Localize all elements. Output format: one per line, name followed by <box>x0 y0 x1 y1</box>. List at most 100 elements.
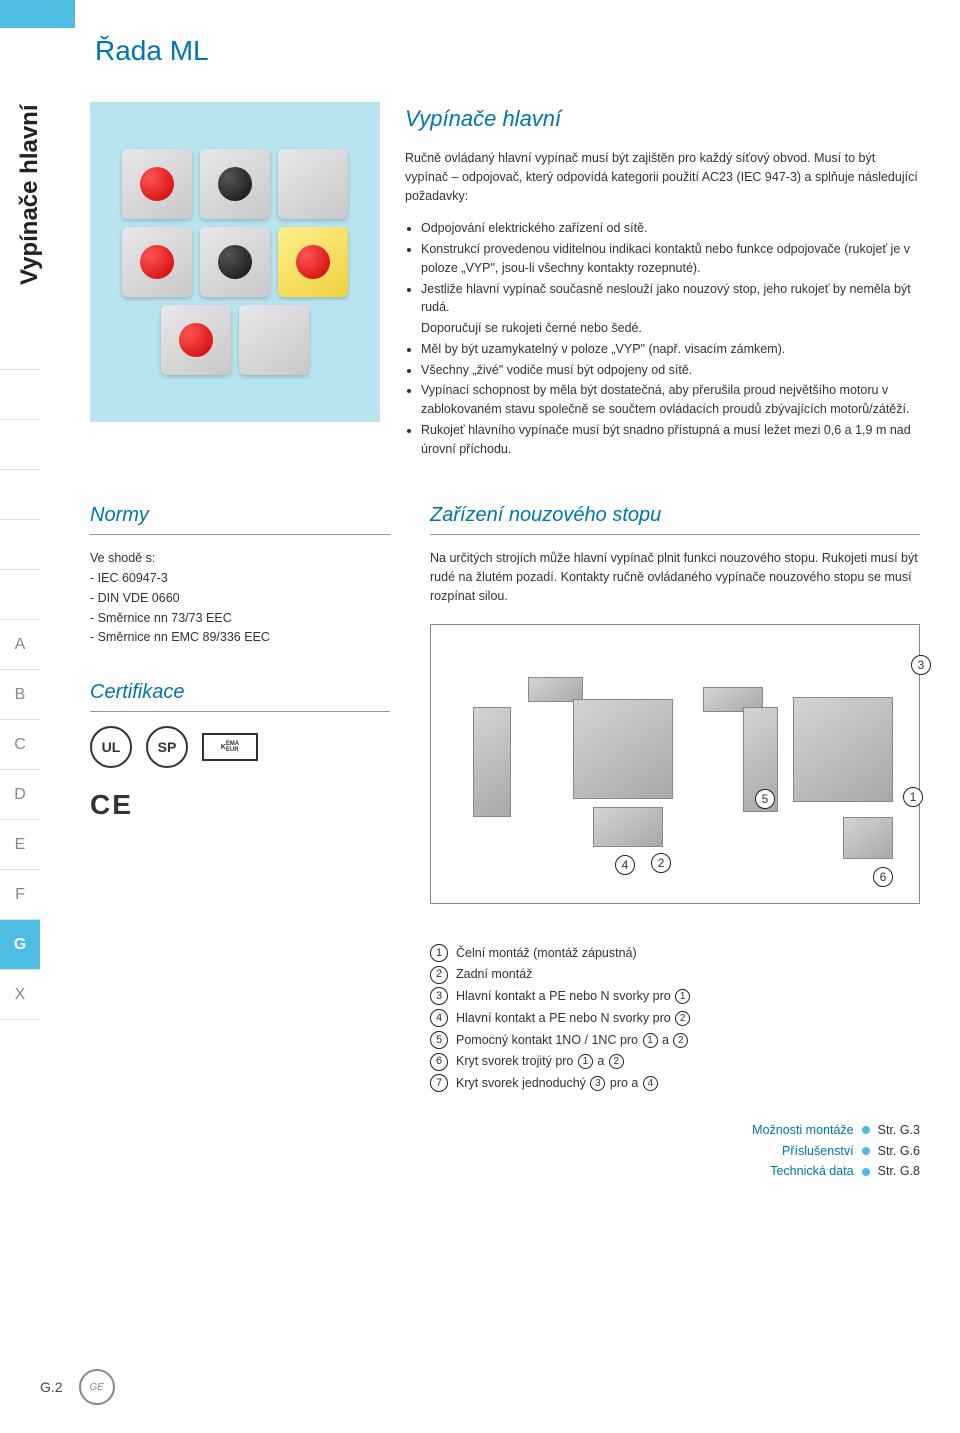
legend-number-icon: 7 <box>430 1074 448 1092</box>
legend-item: 6Kryt svorek trojitý pro 1 a 2 <box>430 1052 920 1071</box>
diagram-callout-6: 6 <box>873 867 893 887</box>
ref-label: Technická data <box>770 1162 853 1181</box>
sidebar-tab-x[interactable]: X <box>0 970 40 1020</box>
compliance-item: - Směrnice nn EMC 89/336 EEC <box>90 628 390 647</box>
diagram-assembly <box>793 697 893 802</box>
sidebar-tab-e[interactable]: E <box>0 820 40 870</box>
diagram-callout-4: 4 <box>615 855 635 875</box>
legend-number-icon: 4 <box>430 1009 448 1027</box>
switch-illustration <box>239 305 309 375</box>
legend-item: 3 Hlavní kontakt a PE nebo N svorky pro 1 <box>430 987 920 1006</box>
certifikace-heading: Certifikace <box>90 677 390 712</box>
diagram-assembly <box>573 699 673 799</box>
inline-ref-icon: 2 <box>673 1033 688 1048</box>
cert-row-2: CE <box>90 784 390 826</box>
cert-row-1: UL SP KEMAEUR <box>90 726 390 768</box>
page: Vypínače hlavní ABCDEFGX Řada ML Vypínač… <box>0 0 960 1433</box>
hero-bullet: Konstrukcí provedenou viditelnou indikac… <box>421 240 920 278</box>
page-ref-row: Možnosti montáže Str. G.3 <box>430 1121 920 1140</box>
page-ref-row: Technická dataStr. G.8 <box>430 1162 920 1181</box>
legend-text: Hlavní kontakt a PE nebo N svorky pro 2 <box>456 1009 691 1028</box>
legend-text: Kryt svorek jednoduchý 3 pro a 4 <box>456 1074 659 1093</box>
ref-label: Možnosti montáže <box>752 1121 853 1140</box>
sidebar-tab-blank <box>0 470 40 520</box>
bullet-dot-icon <box>862 1126 870 1134</box>
compliance-intro: Ve shodě s: <box>90 549 390 568</box>
legend-item: 4 Hlavní kontakt a PE nebo N svorky pro 2 <box>430 1009 920 1028</box>
legend-text: Zadní montáž <box>456 965 532 984</box>
switch-illustration <box>278 227 348 297</box>
legend-item: 7 Kryt svorek jednoduchý 3 pro a 4 <box>430 1074 920 1093</box>
switch-illustration <box>122 149 192 219</box>
hero-bullet-list: Odpojování elektrického zařízení od sítě… <box>405 219 920 458</box>
sidebar-tab-f[interactable]: F <box>0 870 40 920</box>
switch-illustration <box>278 149 348 219</box>
inline-ref-icon: 2 <box>609 1054 624 1069</box>
hero-heading: Vypínače hlavní <box>405 102 920 135</box>
inline-ref-icon: 2 <box>675 1011 690 1026</box>
compliance-item: - DIN VDE 0660 <box>90 589 390 608</box>
sidebar-tab-c[interactable]: C <box>0 720 40 770</box>
product-photo <box>90 102 380 422</box>
sidebar-tab-d[interactable]: D <box>0 770 40 820</box>
inline-ref-icon: 1 <box>578 1054 593 1069</box>
bullet-dot-icon <box>862 1168 870 1176</box>
switch-illustration <box>122 227 192 297</box>
ge-logo-icon: GE <box>79 1369 115 1405</box>
compliance-list: Ve shodě s: - IEC 60947-3- DIN VDE 0660-… <box>90 549 390 647</box>
sidebar-tab-blank <box>0 570 40 620</box>
series-title: Řada ML <box>95 30 920 72</box>
hero-bullet: Odpojování elektrického zařízení od sítě… <box>421 219 920 238</box>
legend-text: Pomocný kontakt 1NO / 1NC pro 1 a 2 <box>456 1031 689 1050</box>
ref-page: Str. G.3 <box>878 1121 920 1140</box>
sidebar-tab-blank <box>0 320 40 370</box>
hero-text-block: Vypínače hlavní Ručně ovládaný hlavní vy… <box>405 102 920 460</box>
page-number: G.2 <box>40 1377 63 1398</box>
legend-number-icon: 3 <box>430 987 448 1005</box>
legend-text: Čelní montáž (montáž zápustná) <box>456 944 637 963</box>
ul-mark-icon: UL <box>90 726 132 768</box>
emergency-text: Na určitých strojích může hlavní vypínač… <box>430 549 920 605</box>
two-column-layout: Normy Ve shodě s: - IEC 60947-3- DIN VDE… <box>90 500 920 1183</box>
emergency-heading: Zařízení nouzového stopu <box>430 500 920 535</box>
sidebar-tab-b[interactable]: B <box>0 670 40 720</box>
diagram-assembly <box>473 707 511 817</box>
sidebar-vertical-label: Vypínače hlavní <box>12 104 48 285</box>
left-column: Normy Ve shodě s: - IEC 60947-3- DIN VDE… <box>90 500 390 1183</box>
diagram-assembly <box>843 817 893 859</box>
ref-page: Str. G.6 <box>878 1142 920 1161</box>
page-references: Možnosti montáže Str. G.3 Příslušenství Str… <box>430 1121 920 1181</box>
kema-mark-icon: KEMAEUR <box>202 733 258 761</box>
legend-text: Hlavní kontakt a PE nebo N svorky pro 1 <box>456 987 691 1006</box>
legend-text: Kryt svorek trojitý pro 1 a 2 <box>456 1052 625 1071</box>
legend-number-icon: 5 <box>430 1031 448 1049</box>
legend-number-icon: 2 <box>430 966 448 984</box>
inline-ref-icon: 1 <box>643 1033 658 1048</box>
diagram-callout-2: 2 <box>651 853 671 873</box>
switch-illustration <box>200 149 270 219</box>
compliance-item: - Směrnice nn 73/73 EEC <box>90 609 390 628</box>
diagram-callout-3: 3 <box>911 655 931 675</box>
hero-bullet: Všechny „živé" vodiče musí být odpojeny … <box>421 361 920 380</box>
sidebar-tab-blank <box>0 420 40 470</box>
normy-heading: Normy <box>90 500 390 535</box>
assembly-diagram: 123456 <box>430 624 920 904</box>
diagram-callout-1: 1 <box>903 787 923 807</box>
sidebar-tab-a[interactable]: A <box>0 620 40 670</box>
diagram-callout-5: 5 <box>755 789 775 809</box>
right-column: Zařízení nouzového stopu Na určitých str… <box>430 500 920 1183</box>
diagram-assembly <box>593 807 663 847</box>
sidebar-tab-g[interactable]: G <box>0 920 40 970</box>
sidebar-tabs: ABCDEFGX <box>0 320 40 1020</box>
csa-mark-icon: SP <box>146 726 188 768</box>
hero-bullet: Měl by být uzamykatelný v poloze „VYP" (… <box>421 340 920 359</box>
hero-intro: Ručně ovládaný hlavní vypínač musí být z… <box>405 149 920 205</box>
hero-bullet: Rukojeť hlavního vypínače musí být snadn… <box>421 421 920 459</box>
sidebar-tab-blank <box>0 370 40 420</box>
ref-label: Příslušenství <box>782 1142 854 1161</box>
legend-item: 2 Zadní montáž <box>430 965 920 984</box>
hero-bullet: Vypínací schopnost by měla být dostatečn… <box>421 381 920 419</box>
switch-illustration <box>161 305 231 375</box>
inline-ref-icon: 1 <box>675 989 690 1004</box>
page-footer: G.2 GE <box>40 1369 115 1405</box>
